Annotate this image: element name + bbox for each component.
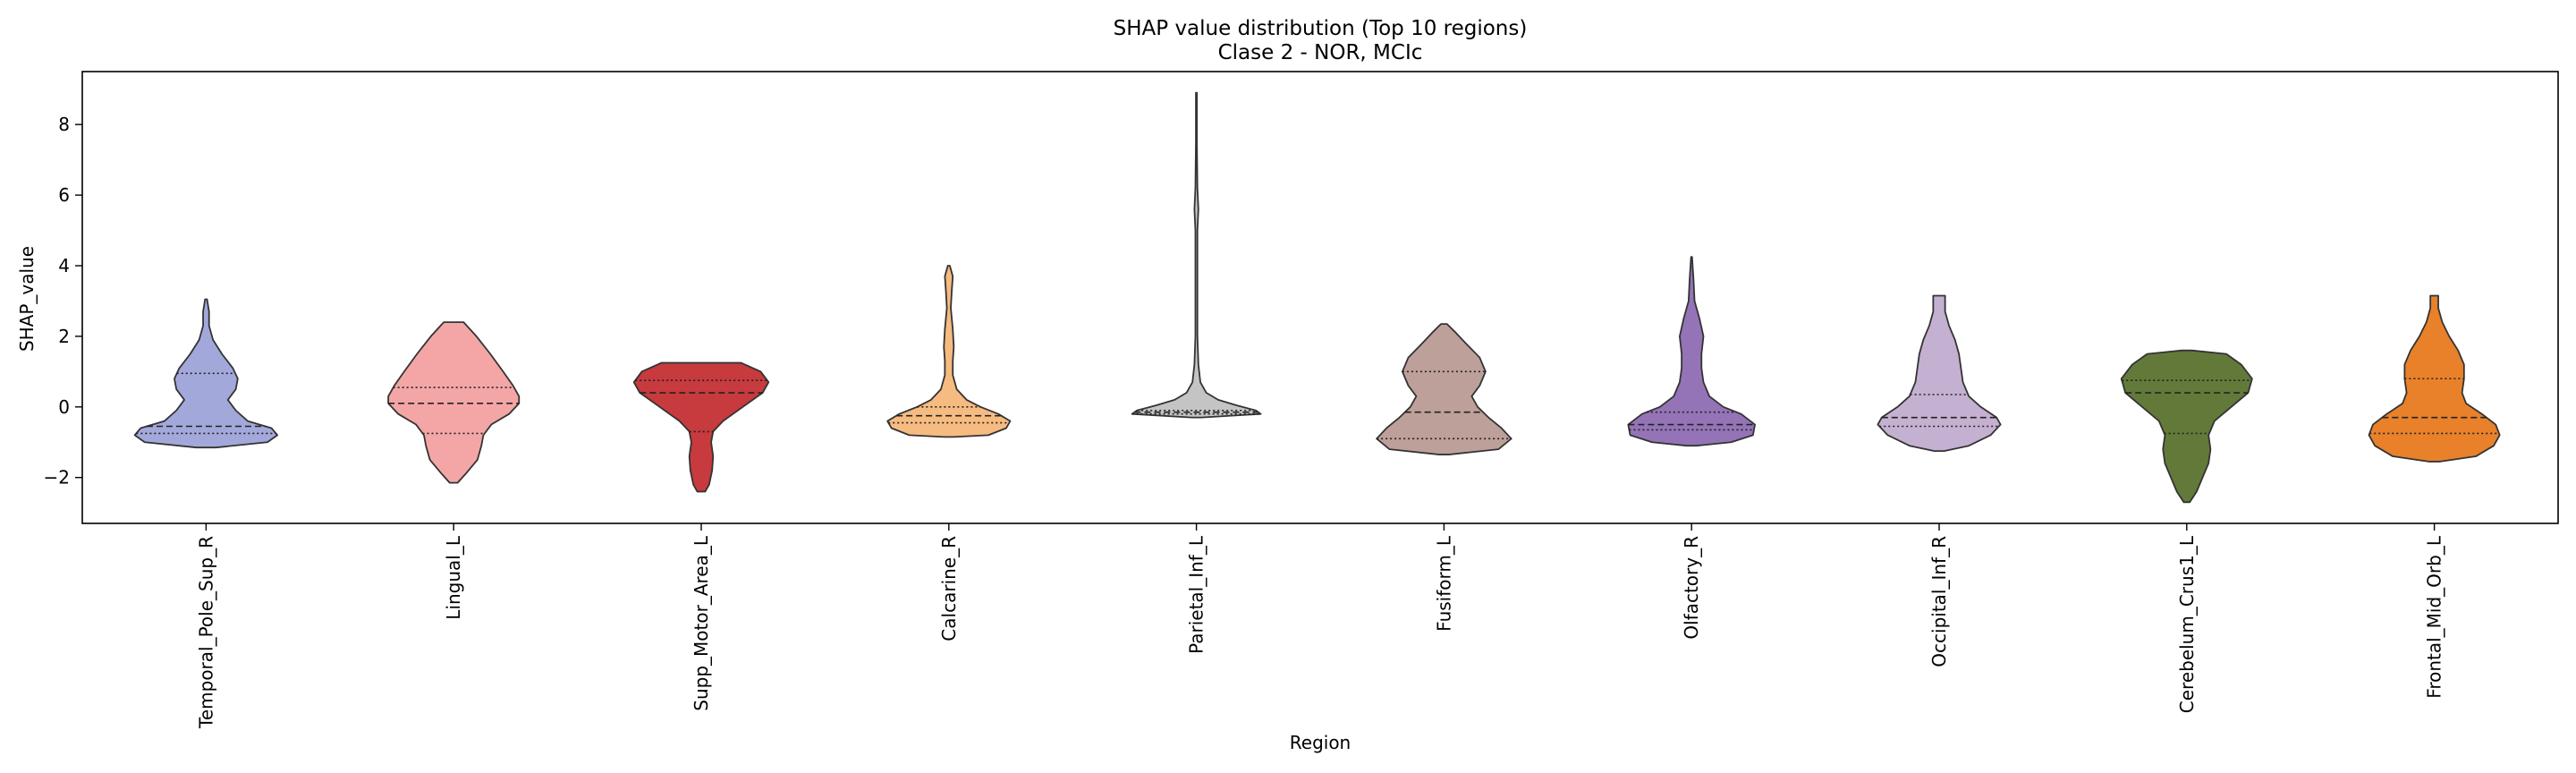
x-tick-label: Olfactory_R: [1681, 536, 1702, 640]
violin-body: [387, 321, 521, 484]
y-tick-label: 0: [58, 396, 70, 418]
violin-Supp_Motor_Area_L: [632, 361, 770, 493]
x-tick-label: Lingual_L: [443, 535, 464, 620]
x-axis-label: Region: [1290, 732, 1351, 753]
violin-body: [1627, 256, 1756, 447]
violin-Temporal_Pole_Sup_R: [133, 298, 279, 449]
violin-Lingual_L: [387, 321, 521, 484]
x-tick-label: Fusiform_L: [1433, 535, 1454, 632]
violin-body: [133, 298, 279, 449]
y-tick-label: 4: [58, 255, 70, 276]
x-tick-label: Supp_Motor_Area_L: [691, 535, 712, 711]
y-tick-label: 6: [58, 184, 70, 206]
chart-title: SHAP value distribution (Top 10 regions): [1114, 17, 1528, 40]
violin-Fusiform_L: [1376, 323, 1513, 455]
violin-Occipital_Inf_R: [1877, 294, 2002, 453]
x-tick-label: Calcarine_R: [938, 536, 960, 641]
violin-body: [1376, 323, 1513, 455]
violin-body: [886, 265, 1012, 438]
x-tick-label: Frontal_Mid_Orb_L: [2424, 535, 2445, 699]
y-axis: −2 0 2 4 6 8: [44, 114, 82, 488]
violin-Cerebelum_Crus1_L: [2120, 349, 2253, 504]
violin-Parietal_Inf_L: [1131, 91, 1262, 419]
chart-subtitle: Clase 2 - NOR, MCIc: [1218, 41, 1423, 64]
plot-area-frame: [81, 71, 2559, 524]
violin-Frontal_Mid_Orb_L: [2368, 294, 2501, 463]
y-axis-label: SHAP_value: [16, 246, 38, 352]
x-tick-label: Parietal_Inf_L: [1186, 535, 1208, 654]
x-axis: Temporal_Pole_Sup_R Lingual_L Supp_Motor_A…: [195, 523, 2445, 729]
y-tick-label: −2: [44, 467, 70, 488]
violin-body: [1131, 91, 1262, 419]
violin-body: [1877, 294, 2002, 453]
y-tick-label: 2: [58, 326, 70, 347]
violin-Calcarine_R: [886, 265, 1012, 438]
violin-body: [2120, 349, 2253, 504]
violin-body: [2368, 294, 2501, 463]
x-tick-label: Cerebelum_Crus1_L: [2176, 535, 2198, 713]
y-tick-label: 8: [58, 114, 70, 135]
violins-layer: [133, 91, 2501, 504]
violin-body: [632, 361, 770, 493]
x-tick-label: Temporal_Pole_Sup_R: [195, 536, 216, 729]
violin-Olfactory_R: [1627, 256, 1756, 447]
x-tick-label: Occipital_Inf_R: [1928, 536, 1950, 667]
